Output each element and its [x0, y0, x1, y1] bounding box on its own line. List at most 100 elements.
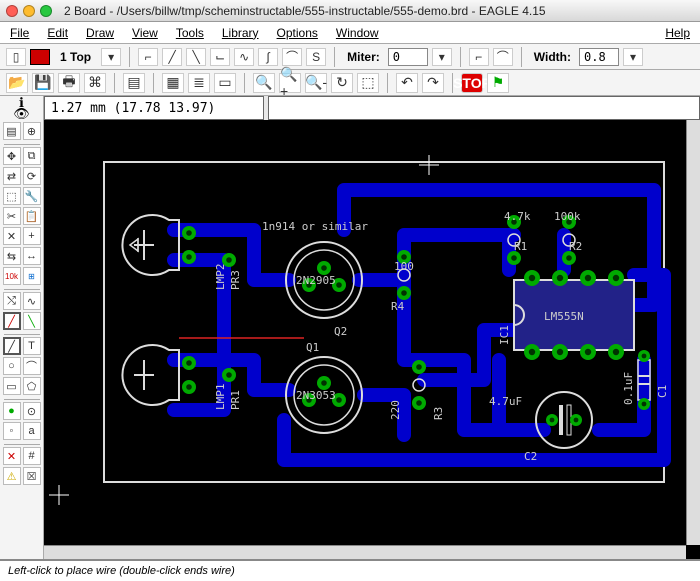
route-icon[interactable]: ╱ [3, 312, 21, 330]
print-icon[interactable]: 🖶 [58, 73, 80, 93]
lock-icon[interactable]: 10k [3, 267, 21, 285]
status-text: Left-click to place wire (double-click e… [8, 565, 235, 577]
board-canvas[interactable]: 2N30532N2905Q2Q1R4100R3220R14.7kR2100kIC… [44, 120, 700, 559]
script-icon[interactable]: ≣ [188, 73, 210, 93]
open-icon[interactable]: 📂 [6, 73, 28, 93]
bend-style-3-icon[interactable]: ╲ [186, 48, 206, 66]
bend-style-5-icon[interactable]: ∿ [234, 48, 254, 66]
menu-library[interactable]: Library [222, 26, 259, 40]
svg-text:R2: R2 [569, 240, 582, 253]
erc-icon[interactable]: ⚠ [3, 467, 21, 485]
zoom-out-icon[interactable]: 🔍- [305, 73, 327, 93]
bend-style-6-icon[interactable]: ∫ [258, 48, 278, 66]
pinswap-icon[interactable]: ⇆ [3, 247, 21, 265]
bend-style-4-icon[interactable]: ⌙ [210, 48, 230, 66]
redo-icon[interactable]: ↷ [422, 73, 444, 93]
ratsnest-icon[interactable]: ✕ [3, 447, 21, 465]
info-show-icons: ℹ 👁 [0, 96, 44, 120]
menu-window[interactable]: Window [336, 26, 379, 40]
miter-dropdown-icon[interactable]: ▾ [432, 48, 452, 66]
miter-style-1-icon[interactable]: ⌐ [469, 48, 489, 66]
selector-icon[interactable]: ▯ [6, 48, 26, 66]
board-schematic-icon[interactable]: ▤ [123, 73, 145, 93]
circle-icon[interactable]: ○ [3, 357, 21, 375]
optimize-icon[interactable]: ∿ [23, 292, 41, 310]
mark-icon[interactable]: ⊕ [23, 122, 41, 140]
copy-icon[interactable]: ⧉ [23, 147, 41, 165]
svg-text:PR3: PR3 [229, 270, 242, 290]
paste-icon[interactable]: 📋 [23, 207, 41, 225]
mirror-icon[interactable]: ⇄ [3, 167, 21, 185]
width-label: Width: [530, 50, 575, 64]
replace-icon[interactable]: ↔ [23, 247, 41, 265]
arc-icon[interactable]: ⌒ [23, 357, 41, 375]
close-icon[interactable] [6, 5, 18, 17]
menu-file[interactable]: File [10, 26, 29, 40]
svg-text:PR1: PR1 [229, 390, 242, 410]
menu-tools[interactable]: Tools [176, 26, 204, 40]
horizontal-scrollbar[interactable] [44, 545, 686, 559]
menu-edit[interactable]: Edit [47, 26, 68, 40]
zoom-select-icon[interactable]: ⬚ [357, 73, 379, 93]
library-icon[interactable]: ▦ [162, 73, 184, 93]
hole-icon[interactable]: ◦ [3, 422, 21, 440]
minimize-icon[interactable] [23, 5, 35, 17]
move-icon[interactable]: ✥ [3, 147, 21, 165]
command-input[interactable] [268, 96, 700, 120]
vertical-scrollbar[interactable] [686, 120, 700, 545]
menu-help[interactable]: Help [665, 26, 690, 40]
miter-field[interactable]: 0 [388, 48, 428, 66]
layer-dropdown-icon[interactable]: ▾ [101, 48, 121, 66]
group-icon[interactable]: ⬚ [3, 187, 21, 205]
bend-style-2-icon[interactable]: ╱ [162, 48, 182, 66]
split-icon[interactable]: ⤭ [3, 292, 21, 310]
cam-icon[interactable]: ⌘ [84, 73, 106, 93]
zoom-redraw-icon[interactable]: ↻ [331, 73, 353, 93]
rotate-icon[interactable]: ⟳ [23, 167, 41, 185]
svg-text:IC1: IC1 [498, 325, 511, 345]
via-icon[interactable]: ● [3, 402, 21, 420]
errors-icon[interactable]: ☒ [23, 467, 41, 485]
main-toolbar: 📂 💾 🖶 ⌘ ▤ ▦ ≣ ▭ 🔍 🔍+ 🔍- ↻ ⬚ ↶ ↷ STOP ⚑ [0, 70, 700, 96]
layer-color-chip[interactable] [30, 49, 50, 65]
rect-icon[interactable]: ▭ [3, 377, 21, 395]
stop-icon[interactable]: STOP [461, 73, 483, 93]
pcb-drawing: 2N30532N2905Q2Q1R4100R3220R14.7kR2100kIC… [44, 120, 700, 559]
menu-options[interactable]: Options [277, 26, 318, 40]
miter-style-2-icon[interactable]: ⌒ [493, 48, 513, 66]
zoom-icon[interactable] [40, 5, 52, 17]
text-icon[interactable]: T [23, 337, 41, 355]
bend-style-7-icon[interactable]: ⌒ [282, 48, 302, 66]
change-icon[interactable]: 🔧 [23, 187, 41, 205]
wire-icon[interactable]: ╱ [3, 337, 21, 355]
go-icon[interactable]: ⚑ [487, 73, 509, 93]
coordinate-display: 1.27 mm (17.78 13.97) [44, 96, 264, 120]
bend-style-8-icon[interactable]: S [306, 48, 326, 66]
menu-view[interactable]: View [132, 26, 158, 40]
menu-draw[interactable]: Draw [86, 26, 114, 40]
cut-icon[interactable]: ✂ [3, 207, 21, 225]
window-controls [6, 5, 52, 17]
width-dropdown-icon[interactable]: ▾ [623, 48, 643, 66]
zoom-in-icon[interactable]: 🔍+ [279, 73, 301, 93]
bend-style-1-icon[interactable]: ⌐ [138, 48, 158, 66]
miter-label: Miter: [343, 50, 384, 64]
eye-icon[interactable]: 👁 [13, 109, 30, 119]
svg-text:100: 100 [394, 260, 414, 273]
auto-icon[interactable]: # [23, 447, 41, 465]
save-icon[interactable]: 💾 [32, 73, 54, 93]
run-ulp-icon[interactable]: ▭ [214, 73, 236, 93]
display-layers-icon[interactable]: ▤ [3, 122, 21, 140]
zoom-fit-icon[interactable]: 🔍 [253, 73, 275, 93]
ripup-icon[interactable]: ╲ [23, 312, 41, 330]
delete-icon[interactable]: ✕ [3, 227, 21, 245]
undo-icon[interactable]: ↶ [396, 73, 418, 93]
layer-name[interactable]: 1 Top [54, 50, 97, 64]
svg-text:2N3053: 2N3053 [296, 389, 336, 402]
add-icon[interactable]: + [23, 227, 41, 245]
polygon-icon[interactable]: ⬠ [23, 377, 41, 395]
attribute-icon[interactable]: a [23, 422, 41, 440]
smash-icon[interactable]: ⊞ [23, 267, 41, 285]
width-field[interactable]: 0.8 [579, 48, 619, 66]
signal-icon[interactable]: ⊙ [23, 402, 41, 420]
